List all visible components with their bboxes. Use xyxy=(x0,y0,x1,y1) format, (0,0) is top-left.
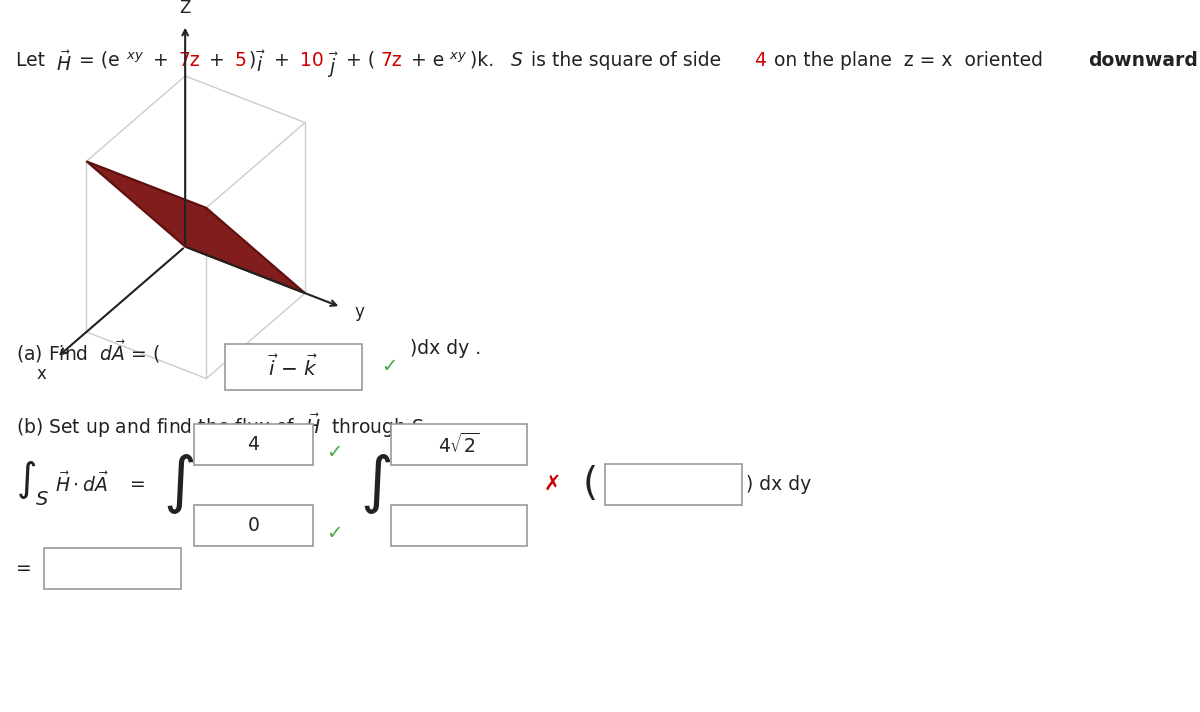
Polygon shape xyxy=(86,162,305,293)
Text: 5: 5 xyxy=(235,51,247,70)
Text: = (e: = (e xyxy=(73,51,120,70)
Text: $^{xy}$: $^{xy}$ xyxy=(450,51,468,70)
Text: $\int$: $\int$ xyxy=(163,452,194,516)
Text: + (: + ( xyxy=(340,51,376,70)
Text: $4\sqrt{2}$: $4\sqrt{2}$ xyxy=(438,432,480,456)
Text: $\vec{H}$: $\vec{H}$ xyxy=(55,51,71,75)
Text: 7z: 7z xyxy=(380,51,402,70)
Text: )dx dy .: )dx dy . xyxy=(410,339,481,357)
Text: $\vec{i}$ − $\vec{k}$: $\vec{i}$ − $\vec{k}$ xyxy=(268,354,318,379)
Text: Z: Z xyxy=(180,0,191,17)
Text: $^{xy}$: $^{xy}$ xyxy=(126,51,144,70)
Text: 10: 10 xyxy=(300,51,324,70)
Text: ✗: ✗ xyxy=(544,474,560,494)
FancyBboxPatch shape xyxy=(224,344,361,390)
Text: $\int_S$: $\int_S$ xyxy=(16,460,49,508)
Text: 4: 4 xyxy=(755,51,767,70)
Text: ): ) xyxy=(248,51,256,70)
Text: )k.: )k. xyxy=(470,51,506,70)
Text: $\vec{i}$: $\vec{i}$ xyxy=(257,51,266,76)
Text: ✓: ✓ xyxy=(380,357,397,377)
Text: Let: Let xyxy=(16,51,50,70)
Text: 0: 0 xyxy=(247,516,259,535)
FancyBboxPatch shape xyxy=(391,506,527,546)
Text: S: S xyxy=(511,51,523,70)
Text: =: = xyxy=(16,559,31,578)
Text: $\vec{j}$: $\vec{j}$ xyxy=(326,51,338,80)
Text: +: + xyxy=(269,51,296,70)
FancyBboxPatch shape xyxy=(391,424,527,465)
Text: +: + xyxy=(203,51,230,70)
Text: +: + xyxy=(146,51,175,70)
Text: ✓: ✓ xyxy=(326,443,343,461)
Text: (: ( xyxy=(583,465,598,503)
FancyBboxPatch shape xyxy=(605,464,742,505)
Text: $\int$: $\int$ xyxy=(360,452,391,516)
Text: $\vec{H} \cdot d\vec{A}$: $\vec{H} \cdot d\vec{A}$ xyxy=(55,472,108,496)
Text: ) dx dy: ) dx dy xyxy=(746,475,811,493)
Text: (a) Find  $d\vec{A}$ = (: (a) Find $d\vec{A}$ = ( xyxy=(16,339,160,365)
Text: 4: 4 xyxy=(247,435,259,454)
Text: 7z: 7z xyxy=(179,51,200,70)
Text: y: y xyxy=(354,303,364,321)
Text: is the square of side: is the square of side xyxy=(524,51,727,70)
Text: =: = xyxy=(131,475,146,493)
Text: x: x xyxy=(36,365,47,383)
Text: on the plane  z = x  oriented: on the plane z = x oriented xyxy=(768,51,1049,70)
Text: downward: downward xyxy=(1088,51,1198,70)
Text: ✓: ✓ xyxy=(326,524,343,543)
FancyBboxPatch shape xyxy=(194,506,313,546)
FancyBboxPatch shape xyxy=(194,424,313,465)
FancyBboxPatch shape xyxy=(44,548,181,589)
Text: + e: + e xyxy=(404,51,444,70)
Text: (b) Set up and find the flux of  $\vec{H}$  through S.: (b) Set up and find the flux of $\vec{H}… xyxy=(16,412,428,439)
